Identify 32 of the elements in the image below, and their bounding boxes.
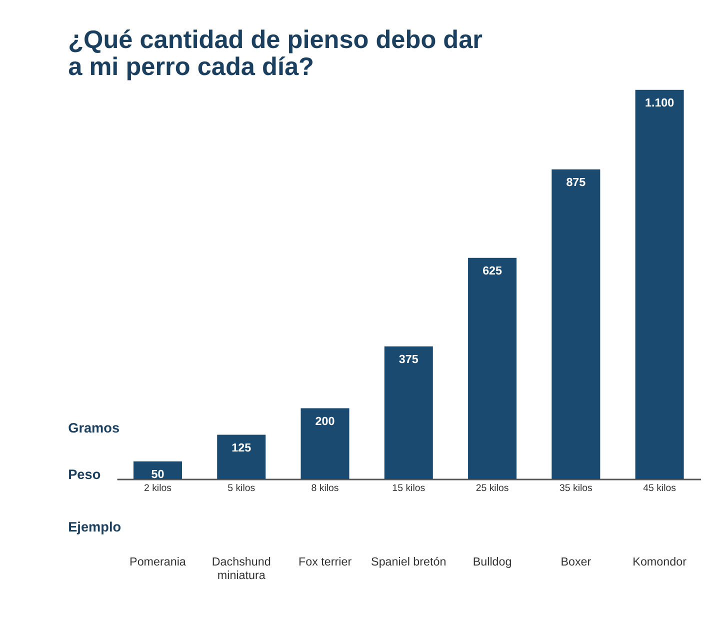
text: Bulldog xyxy=(472,556,512,569)
bar xyxy=(133,461,182,480)
bar xyxy=(217,434,266,480)
x-tick-label: 25 kilos xyxy=(476,483,509,494)
text: Komondor xyxy=(632,556,687,569)
y-axis-title: Gramos xyxy=(68,420,120,436)
bar xyxy=(468,258,517,480)
text: Spaniel bretón xyxy=(371,556,446,569)
text: Dachshund miniatura xyxy=(212,556,271,582)
text: Boxer xyxy=(560,556,592,569)
data-label: 1.100 xyxy=(644,96,674,110)
data-label: 875 xyxy=(566,176,586,189)
chart-title: ¿Qué cantidad de pienso debo dar a mi perro cada día? xyxy=(68,26,483,82)
bar xyxy=(635,90,684,480)
text: Pomerania xyxy=(130,556,186,569)
x-tick-label: 35 kilos xyxy=(559,483,593,494)
data-label: 625 xyxy=(482,264,503,278)
data-label: 125 xyxy=(232,441,252,454)
data-label: 200 xyxy=(315,414,335,428)
data-label: 50 xyxy=(151,468,164,481)
bar xyxy=(300,408,350,480)
x-axis-title: Peso xyxy=(68,467,101,482)
x-tick-label: 8 kilos xyxy=(311,483,339,494)
bar xyxy=(552,169,600,480)
x-tick-label: 45 kilos xyxy=(643,483,676,494)
text: Ejemplo xyxy=(68,520,122,535)
text: Fox terrier xyxy=(298,556,352,569)
data-label: 375 xyxy=(398,352,419,366)
x-tick-label: 5 kilos xyxy=(228,483,256,494)
x-tick-label: 15 kilos xyxy=(392,483,426,494)
bar xyxy=(384,346,433,480)
x-tick-label: 2 kilos xyxy=(144,483,172,494)
